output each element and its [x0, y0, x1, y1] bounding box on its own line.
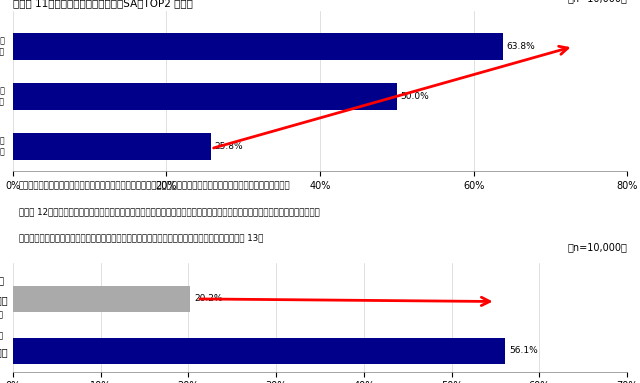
Text: 50.0%: 50.0% — [401, 92, 429, 101]
Text: 20.2%: 20.2% — [195, 295, 223, 303]
Bar — [13, 133, 211, 160]
Text: 25.8%: 25.8% — [215, 142, 243, 151]
Bar — [13, 33, 503, 60]
Bar — [13, 286, 190, 312]
Text: ＜n=10,000＞: ＜n=10,000＞ — [567, 0, 627, 3]
Text: 『エネルギー問題を家族で話す

機会が増えた』（SA）: 『エネルギー問題を家族で話す 機会が増えた』（SA） — [0, 310, 4, 340]
Text: 56.1%: 56.1% — [509, 346, 538, 355]
Text: 子供や孫のためのことを
考えた行動をとっていきたい: 子供や孫のためのことを 考えた行動をとっていきたい — [0, 37, 5, 56]
Text: 【図表 12】　その中でも代表格である「自動車」については、動力源（ハイブリッドカー、プラグインハイブリッドカー、電気: 【図表 12】 その中でも代表格である「自動車」については、動力源（ハイブリッド… — [19, 207, 320, 216]
Bar — [13, 338, 505, 364]
Text: 自動車）など、エネルギーに直結する項目への関心が高まっていることが分かりました。【図表 13】: 自動車）など、エネルギーに直結する項目への関心が高まっていることが分かりました。… — [19, 234, 263, 243]
Text: ＜n=10,000＞: ＜n=10,000＞ — [567, 242, 627, 252]
Text: 63.8%: 63.8% — [507, 42, 536, 51]
Text: 【図表 11】生活に対する考え方　（SA：TOP2 回答）: 【図表 11】生活に対する考え方 （SA：TOP2 回答） — [13, 0, 193, 8]
Text: また、震災時に大きな問題となった電力、燃料などの生活に不可欠なエネルギー問題への関心の高まりがみられます。: また、震災時に大きな問題となった電力、燃料などの生活に不可欠なエネルギー問題への… — [19, 181, 291, 190]
Text: 次の世代や未来の人間のことよりも、
今の自分たち世代が快適に暮らせることが重要だ: 次の世代や未来の人間のことよりも、 今の自分たち世代が快適に暮らせることが重要だ — [0, 136, 5, 156]
Bar — [13, 83, 397, 110]
Text: 人間の潜い本来に対して
責任を持って、今を生きていきたい: 人間の潜い本来に対して 責任を持って、今を生きていきたい — [0, 87, 5, 106]
Text: 【図表 12】: 【図表 12】 — [0, 276, 4, 285]
